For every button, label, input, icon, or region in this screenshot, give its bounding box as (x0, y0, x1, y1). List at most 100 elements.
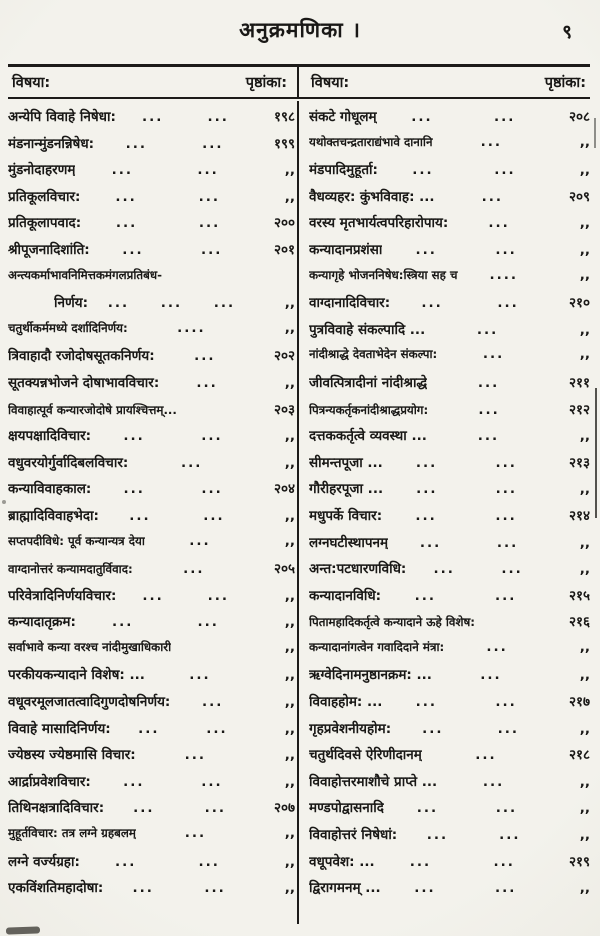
toc-row: वरस्य मृतभार्यत्वपरिहारोपाय: ... ,, (309, 213, 590, 240)
leader-dot-group: ... (497, 295, 519, 312)
toc-entry-page-number: २०० (273, 215, 295, 232)
toc-entry-title: वैधव्यहर: कुंभविवाह: ... (309, 188, 435, 205)
toc-entry-title: विवाहोत्तरं निषेधां: (309, 827, 398, 844)
toc-entry-title: ब्राह्मादिविवाहभेदा: (8, 507, 99, 524)
leader-dots: ...... (80, 854, 255, 870)
leader-dots: ...... (104, 800, 255, 816)
toc-entry-page-number: २०३ (273, 401, 295, 418)
toc-entry-title: वाग्दानादिविचार: (309, 295, 391, 312)
toc-entry-page-number: ,, (579, 428, 590, 445)
leader-dots: ... (128, 455, 255, 471)
leader-dots: ......... (88, 295, 255, 311)
toc-entry-page-number: ,, (579, 215, 590, 232)
leader-dot-group: ... (480, 133, 502, 150)
leader-dot-group: ... (486, 638, 508, 655)
leader-dots: ...... (381, 588, 550, 604)
leader-dot-group: ... (201, 773, 223, 790)
toc-entry-page-number: ,, (284, 720, 295, 737)
leader-dot-group: ... (132, 880, 154, 897)
toc-row: निर्णय: ......... ,, (8, 293, 295, 320)
toc-entry-title: मधुपर्के विचार: (309, 507, 383, 524)
leader-dots: ...... (384, 800, 550, 816)
leader-dot-group: ... (419, 534, 442, 551)
toc-right-column: संकटे गोधूलम् ...... २०८ यथोक्तचन्द्रतार… (299, 101, 590, 924)
toc-entry-title: सूतक्यन्नभोजने दोषाभावविचार: (8, 374, 160, 391)
leader-dots: ... (155, 348, 255, 364)
toc-entry-page-number: ,, (579, 561, 590, 578)
toc-row: मंडपादिमुहूर्ता: ...... ,, (309, 160, 590, 187)
toc-row: ज्येष्ठस्य ज्येष्ठमासि विचार: ... ,, (8, 745, 295, 772)
toc-row: विवाहहोम: ... ...... २१७ (309, 692, 590, 719)
leader-dot-group: ... (115, 188, 137, 205)
toc-row: कन्यादानांगत्वेन गवादिदाने मंत्रा: ... ,… (309, 639, 590, 666)
leader-dots: ...... (116, 588, 255, 604)
leader-dot-group: ... (122, 241, 144, 258)
leader-dot-group: ... (495, 241, 517, 258)
leader-dot-group: ... (414, 880, 436, 897)
leader-dots: ...... (103, 880, 255, 896)
toc-entry-title: कन्यादातृक्रम: (8, 614, 76, 631)
toc-row: पित्रन्यकर्तृकनांदीश्राद्धप्रयोग: ... २१… (309, 400, 590, 427)
leader-dot-group: ... (412, 162, 434, 179)
toc-entry-title: वधूवरमूलजातत्वादिगुणदोषनिर्णय: (8, 694, 171, 711)
toc-row: चतुर्थीकर्ममध्ये दर्शादिनिर्णय: .... ,, (8, 320, 295, 347)
toc-entry-title: पुत्रविवाहे संकल्पादि ... (309, 321, 426, 338)
leader-dots: ...... (91, 481, 255, 497)
header-column-divider (297, 67, 299, 97)
leader-dots: ... (425, 322, 550, 338)
leader-dot-group: ... (495, 454, 517, 471)
toc-entry-page-number: ,, (284, 587, 295, 604)
toc-entry-title: प्रतिकूलापवाद: (8, 215, 82, 232)
leader-dot-group: ... (497, 720, 519, 737)
leader-dot-group: ... (204, 880, 226, 897)
toc-entry-page-number: २१२ (568, 401, 590, 418)
leader-dot-group: ... (115, 215, 138, 232)
toc-entry-page-number: १९९ (273, 135, 295, 152)
leader-dot-group: ... (415, 454, 438, 471)
toc-entry-page-number: ,, (579, 481, 590, 498)
toc-entry-page-number: ,, (284, 507, 295, 524)
leader-dots: .... (458, 267, 551, 283)
leader-dot-group: ... (194, 348, 216, 365)
toc-entry-page-number: २१४ (568, 507, 590, 524)
toc-entry-title: पित्रन्यकर्तृकनांदीश्राद्धप्रयोग: (309, 402, 429, 417)
toc-entry-page-number: २०९ (568, 188, 590, 205)
toc-entry-title: द्विरागमनम् ... (309, 880, 381, 897)
leader-dot-group: ... (189, 667, 211, 684)
leader-dots: ...... (90, 242, 255, 258)
toc-row: सूतक्यन्नभोजने दोषाभावविचार: ... ,, (8, 373, 295, 400)
leader-dot-group: ... (184, 825, 207, 842)
page-header: अनुक्रमणिका । ९ (0, 14, 600, 50)
leader-dots: ... (444, 639, 550, 655)
toc-entry-page-number: ,, (579, 638, 590, 655)
toc-entry-title: विवाहे मासादिनिर्णय: (8, 720, 111, 737)
toc-row: कन्यादातृक्रम: ...... ,, (8, 612, 295, 639)
toc-row: तिथिनक्षत्रादिविचार: ...... २०७ (8, 798, 295, 825)
toc-entry-title: कन्याविवाहकाल: (8, 481, 92, 498)
leader-dot-group: ... (422, 720, 444, 737)
leader-dots: ... (428, 402, 550, 418)
leader-dot-group: ... (501, 561, 523, 578)
leader-dot-group: ... (198, 188, 221, 205)
toc-entry-title: मुंडनोदाहरणम् (8, 162, 76, 179)
toc-row: ऋग्वेदिनामनुष्ठानक्रम: ... ... ,, (309, 665, 590, 692)
leader-dot-group: ... (482, 346, 505, 363)
toc-entry-title: अन्त्यकर्माभावनिमित्तकमंगलप्रतिबंध- (8, 267, 162, 282)
toc-entry-title: वाग्दानोत्तरं कन्यामदातुर्विवाद: (8, 562, 133, 577)
leader-dot-group: ... (416, 481, 438, 498)
leader-dot-group: ... (415, 507, 437, 524)
toc-entry-title: वधुवरयोर्गुर्वादिबलविचार: (8, 454, 129, 471)
leader-dots: ...... (378, 162, 550, 178)
scan-edge-artifact (594, 118, 596, 148)
toc-entry-title: त्रिवाहादौ रजोदोषसूतकनिर्णय: (8, 348, 155, 365)
leader-dot-group: ... (114, 853, 137, 870)
toc-entry-title: विवाहोत्तरमाशौचे प्राप्ते ... (309, 773, 438, 790)
leader-dot-group: ... (494, 162, 516, 179)
toc-entry-title: कन्यादानप्रशंसा (309, 241, 383, 258)
leader-dot-group: .... (177, 319, 206, 336)
toc-entry-page-number: ,, (284, 188, 295, 205)
toc-row: पुत्रविवाहे संकल्पादि ... ... ,, (309, 320, 590, 347)
leader-dots: ... (437, 346, 550, 362)
toc-row: मधुपर्के विचार: ...... २१४ (309, 506, 590, 533)
toc-entry-page-number: ,, (284, 614, 295, 631)
